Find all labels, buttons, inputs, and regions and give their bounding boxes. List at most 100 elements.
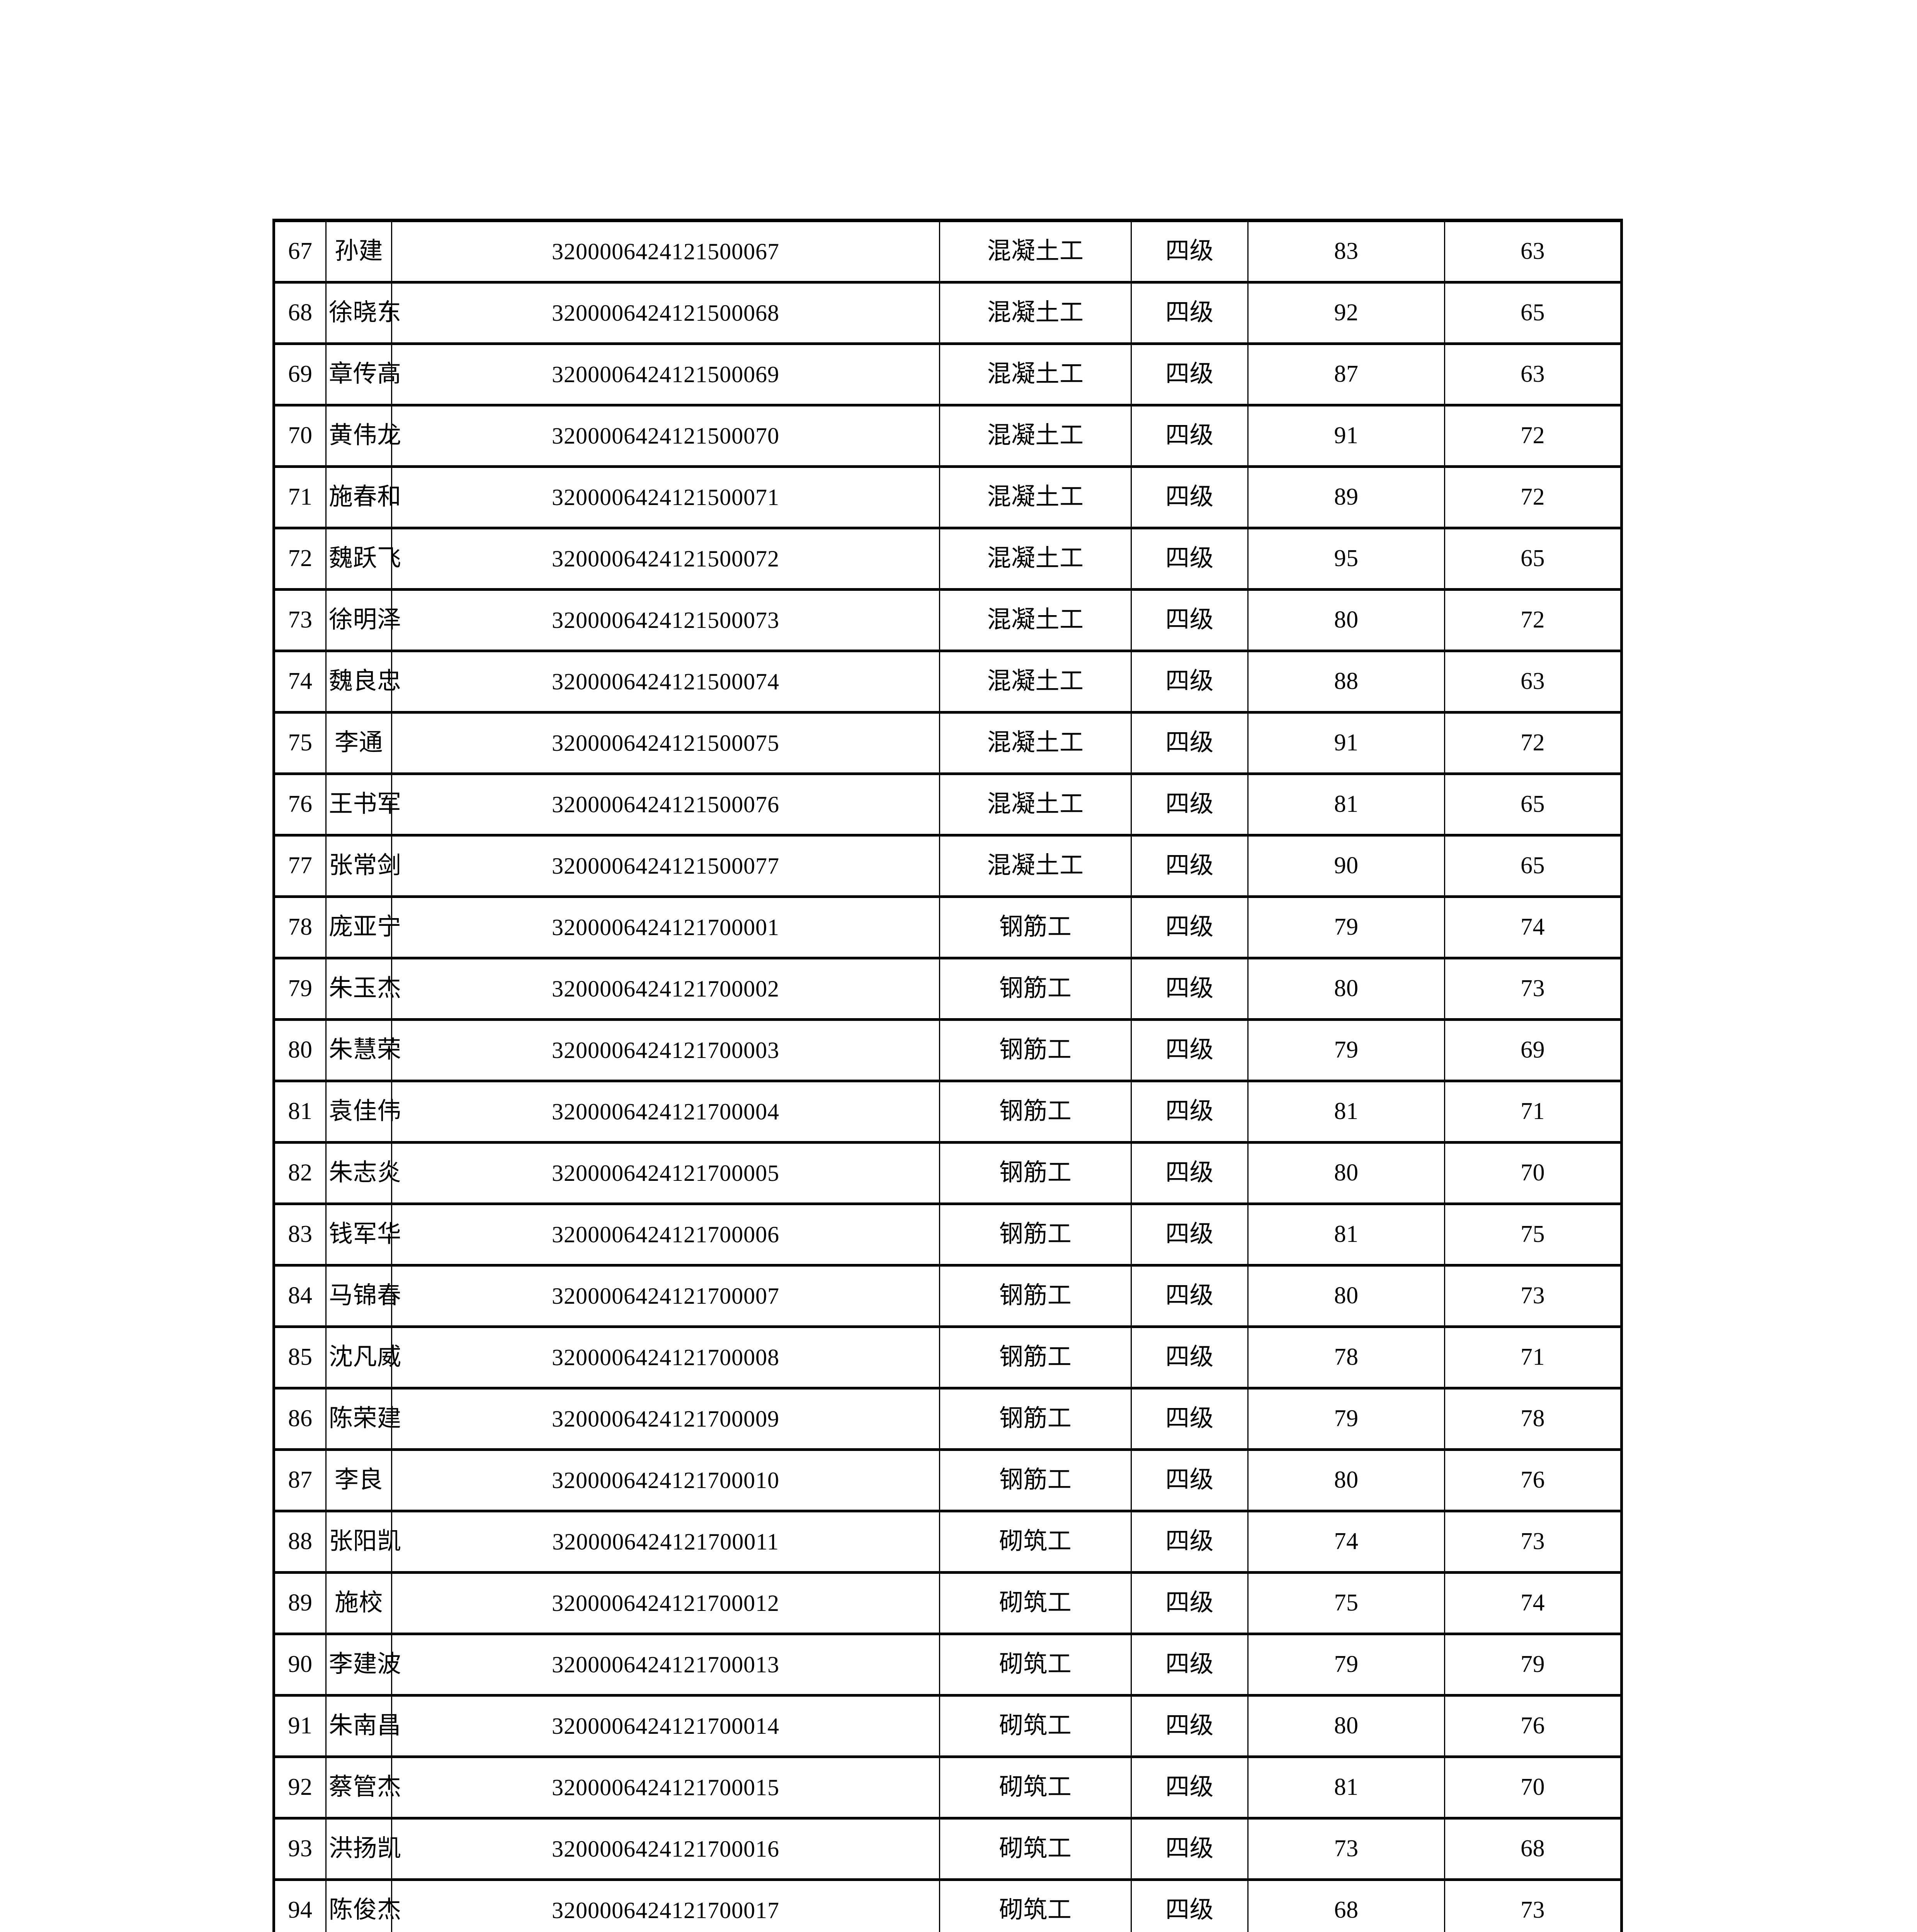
cell-level: 四级 — [1131, 711, 1249, 775]
cell-cert_no: 3200006424121700004 — [391, 1080, 940, 1144]
cell-name: 黄伟龙 — [325, 404, 401, 468]
table-row: 68 徐晓东 3200006424121500068 混凝土工 四级 92 65 — [272, 281, 1623, 345]
cell-trade: 砌筑工 — [939, 1571, 1132, 1635]
cell-practice: 74 — [1444, 895, 1623, 959]
table-row: 67 孙建 3200006424121500067 混凝土工 四级 83 63 — [272, 219, 1623, 284]
cell-seq: 88 — [272, 1510, 327, 1574]
cell-name: 施校 — [325, 1571, 392, 1635]
cell-practice: 68 — [1444, 1817, 1623, 1881]
cell-seq: 76 — [272, 772, 327, 837]
cell-level: 四级 — [1131, 1080, 1249, 1144]
cell-level: 四级 — [1131, 1633, 1249, 1697]
cell-cert_no: 3200006424121500071 — [391, 465, 940, 529]
cell-practice: 70 — [1444, 1755, 1623, 1820]
cell-level: 四级 — [1131, 834, 1249, 898]
cell-name: 施春和 — [325, 465, 401, 529]
cell-theory: 73 — [1247, 1817, 1445, 1881]
cell-seq: 87 — [272, 1448, 327, 1512]
cell-theory: 79 — [1247, 895, 1445, 959]
cell-practice: 76 — [1444, 1694, 1623, 1758]
table-row: 92 蔡管杰 3200006424121700015 砌筑工 四级 81 70 — [272, 1755, 1623, 1820]
cell-level: 四级 — [1131, 1694, 1249, 1758]
cell-name: 沈凡威 — [325, 1325, 401, 1389]
cell-level: 四级 — [1131, 281, 1249, 345]
cell-name: 蔡管杰 — [325, 1755, 401, 1820]
cell-practice: 63 — [1444, 650, 1623, 714]
cell-theory: 95 — [1247, 527, 1445, 591]
cell-name: 李良 — [325, 1448, 392, 1512]
table-body: 67 孙建 3200006424121500067 混凝土工 四级 83 63 68 徐晓东 32… — [272, 219, 1623, 1932]
cell-practice: 72 — [1444, 588, 1623, 652]
table-row: 80 朱慧荣 3200006424121700003 钢筋工 四级 79 69 — [272, 1018, 1623, 1082]
cell-name: 朱志炎 — [325, 1141, 401, 1205]
cell-level: 四级 — [1131, 342, 1249, 406]
cell-seq: 91 — [272, 1694, 327, 1758]
cell-trade: 钢筋工 — [939, 1202, 1132, 1267]
cell-theory: 87 — [1247, 342, 1445, 406]
cell-theory: 80 — [1247, 1694, 1445, 1758]
table-row: 87 李良 3200006424121700010 钢筋工 四级 80 76 — [272, 1448, 1623, 1512]
cell-trade: 砌筑工 — [939, 1878, 1132, 1932]
table-row: 69 章传高 3200006424121500069 混凝土工 四级 87 63 — [272, 342, 1623, 406]
cell-seq: 77 — [272, 834, 327, 898]
cell-practice: 73 — [1444, 1510, 1623, 1574]
cell-level: 四级 — [1131, 465, 1249, 529]
cell-theory: 78 — [1247, 1325, 1445, 1389]
table-row: 89 施校 3200006424121700012 砌筑工 四级 75 74 — [272, 1571, 1623, 1635]
cell-theory: 81 — [1247, 1080, 1445, 1144]
cell-level: 四级 — [1131, 404, 1249, 468]
cell-practice: 72 — [1444, 465, 1623, 529]
cell-trade: 混凝土工 — [939, 650, 1132, 714]
cell-cert_no: 3200006424121700001 — [391, 895, 940, 959]
table-row: 83 钱军华 3200006424121700006 钢筋工 四级 81 75 — [272, 1202, 1623, 1267]
cell-practice: 63 — [1444, 342, 1623, 406]
cell-cert_no: 3200006424121500067 — [391, 219, 940, 284]
cell-cert_no: 3200006424121700017 — [391, 1878, 940, 1932]
cell-seq: 70 — [272, 404, 327, 468]
cell-theory: 68 — [1247, 1878, 1445, 1932]
cell-seq: 69 — [272, 342, 327, 406]
cell-level: 四级 — [1131, 772, 1249, 837]
cell-cert_no: 3200006424121700009 — [391, 1387, 940, 1451]
cell-trade: 混凝土工 — [939, 588, 1132, 652]
cell-practice: 78 — [1444, 1387, 1623, 1451]
cell-seq: 94 — [272, 1878, 327, 1932]
cell-level: 四级 — [1131, 1817, 1249, 1881]
cell-name: 洪扬凯 — [325, 1817, 401, 1881]
cell-level: 四级 — [1131, 1571, 1249, 1635]
cell-theory: 91 — [1247, 711, 1445, 775]
cell-name: 魏跃飞 — [325, 527, 401, 591]
cell-cert_no: 3200006424121500075 — [391, 711, 940, 775]
cell-level: 四级 — [1131, 1448, 1249, 1512]
cell-trade: 混凝土工 — [939, 281, 1132, 345]
cell-level: 四级 — [1131, 957, 1249, 1021]
cell-practice: 63 — [1444, 219, 1623, 284]
cell-seq: 68 — [272, 281, 327, 345]
cell-theory: 81 — [1247, 772, 1445, 837]
cell-name: 钱军华 — [325, 1202, 401, 1267]
cell-seq: 74 — [272, 650, 327, 714]
cell-seq: 89 — [272, 1571, 327, 1635]
cell-name: 张常剑 — [325, 834, 401, 898]
cell-level: 四级 — [1131, 588, 1249, 652]
cell-trade: 钢筋工 — [939, 1448, 1132, 1512]
cell-name: 朱慧荣 — [325, 1018, 401, 1082]
cell-cert_no: 3200006424121500068 — [391, 281, 940, 345]
cell-theory: 88 — [1247, 650, 1445, 714]
cell-name: 袁佳伟 — [325, 1080, 401, 1144]
cell-seq: 81 — [272, 1080, 327, 1144]
table-row: 93 洪扬凯 3200006424121700016 砌筑工 四级 73 68 — [272, 1817, 1623, 1881]
cell-seq: 75 — [272, 711, 327, 775]
cell-cert_no: 3200006424121500070 — [391, 404, 940, 468]
cell-level: 四级 — [1131, 527, 1249, 591]
cell-cert_no: 3200006424121500069 — [391, 342, 940, 406]
cell-seq: 83 — [272, 1202, 327, 1267]
cell-theory: 74 — [1247, 1510, 1445, 1574]
cell-trade: 钢筋工 — [939, 957, 1132, 1021]
cell-seq: 79 — [272, 957, 327, 1021]
cell-theory: 79 — [1247, 1387, 1445, 1451]
cell-cert_no: 3200006424121700014 — [391, 1694, 940, 1758]
cell-name: 李通 — [325, 711, 392, 775]
table-row: 78 庞亚宁 3200006424121700001 钢筋工 四级 79 74 — [272, 895, 1623, 959]
cell-theory: 81 — [1247, 1202, 1445, 1267]
